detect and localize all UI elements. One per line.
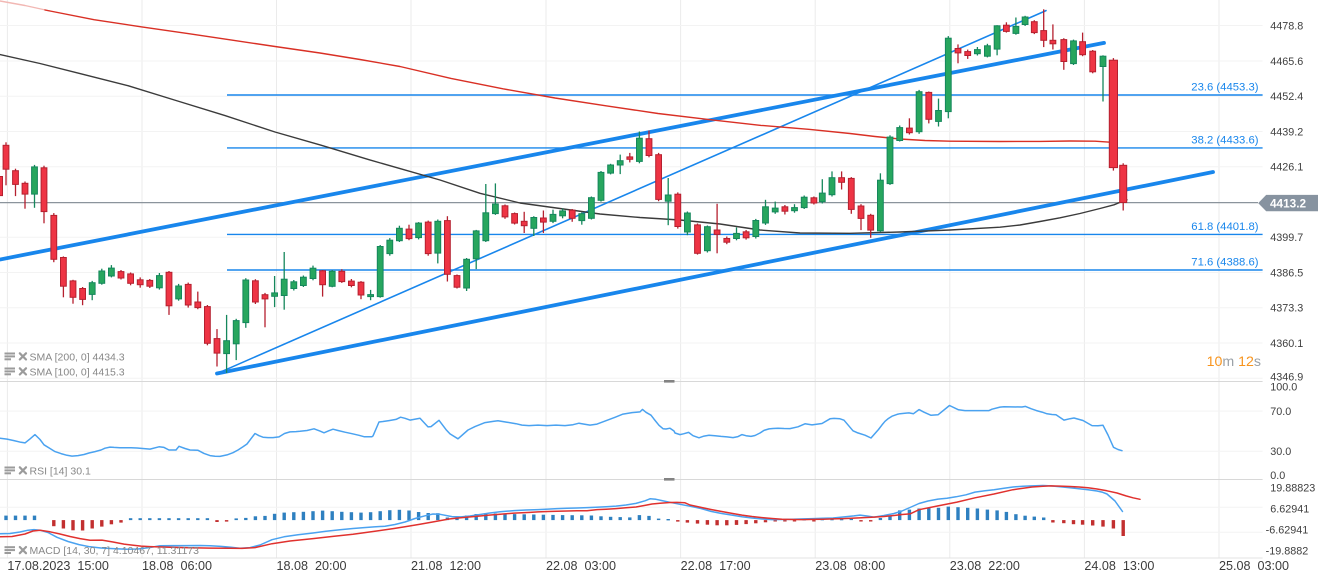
svg-text:4373.3: 4373.3 — [1270, 303, 1303, 315]
svg-text:71.6 (4388.6): 71.6 (4388.6) — [1191, 256, 1258, 268]
svg-text:SMA [200, 0] 4434.3: SMA [200, 0] 4434.3 — [30, 351, 125, 363]
svg-text:4478.8: 4478.8 — [1270, 20, 1303, 32]
svg-text:100.0: 100.0 — [1270, 381, 1297, 393]
svg-text:70.0: 70.0 — [1270, 406, 1291, 418]
svg-text:61.8 (4401.8): 61.8 (4401.8) — [1191, 221, 1258, 233]
svg-text:4413.2: 4413.2 — [1270, 196, 1307, 210]
svg-text:4426.1: 4426.1 — [1270, 162, 1303, 174]
svg-text:4439.2: 4439.2 — [1270, 126, 1303, 138]
svg-text:21.08 12:00: 21.08 12:00 — [411, 559, 481, 573]
svg-text:4399.7: 4399.7 — [1270, 232, 1303, 244]
svg-text:30.0: 30.0 — [1270, 446, 1291, 458]
svg-text:-6.62941: -6.62941 — [1266, 524, 1309, 536]
svg-text:18.08 06:00: 18.08 06:00 — [142, 559, 212, 573]
svg-text:4360.1: 4360.1 — [1270, 338, 1303, 350]
svg-text:4386.5: 4386.5 — [1270, 267, 1303, 279]
svg-text:23.6 (4453.3): 23.6 (4453.3) — [1191, 81, 1258, 93]
svg-text:0.0: 0.0 — [1270, 470, 1285, 482]
svg-text:4465.6: 4465.6 — [1270, 56, 1303, 68]
svg-text:MACD [14, 30, 7] 4.10467, 11.3: MACD [14, 30, 7] 4.10467, 11.31173 — [30, 545, 200, 557]
svg-text:19.88823: 19.88823 — [1270, 482, 1315, 494]
svg-text:10m 12s: 10m 12s — [1207, 354, 1261, 370]
svg-text:4346.9: 4346.9 — [1270, 371, 1303, 383]
svg-text:23.08 22:00: 23.08 22:00 — [950, 559, 1020, 573]
svg-text:18.08 20:00: 18.08 20:00 — [277, 559, 347, 573]
svg-text:6.62941: 6.62941 — [1270, 503, 1309, 515]
svg-text:SMA [100, 0] 4415.3: SMA [100, 0] 4415.3 — [30, 366, 125, 378]
svg-text:25.08 03:00: 25.08 03:00 — [1219, 559, 1289, 573]
svg-text:23.08 08:00: 23.08 08:00 — [815, 559, 885, 573]
svg-text:17.08.2023 15:00: 17.08.2023 15:00 — [7, 559, 109, 573]
svg-text:22.08 17:00: 22.08 17:00 — [681, 559, 751, 573]
svg-text:22.08 03:00: 22.08 03:00 — [546, 559, 616, 573]
svg-text:-19.8882: -19.8882 — [1266, 545, 1309, 557]
svg-text:38.2 (4433.6): 38.2 (4433.6) — [1191, 134, 1258, 146]
svg-text:4452.4: 4452.4 — [1270, 91, 1303, 103]
svg-text:24.08 13:00: 24.08 13:00 — [1084, 559, 1154, 573]
svg-text:RSI [14] 30.1: RSI [14] 30.1 — [30, 465, 91, 477]
